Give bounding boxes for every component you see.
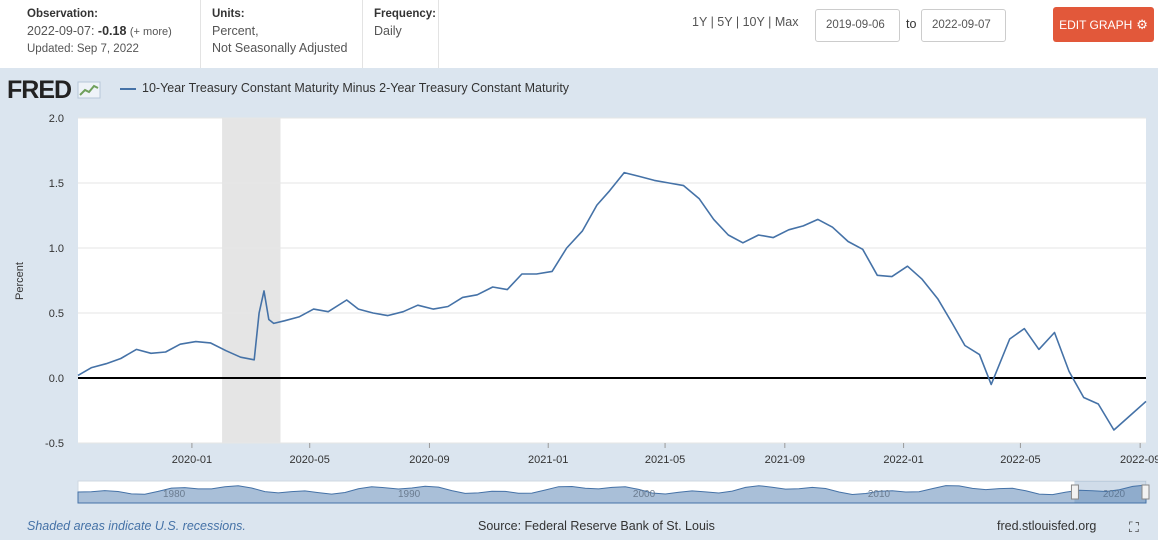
x-tick-label: 2021-01 — [528, 454, 568, 466]
recession-note: Shaded areas indicate U.S. recessions. — [27, 519, 246, 533]
to-label: to — [906, 17, 917, 31]
source-text: Source: Federal Reserve Bank of St. Loui… — [478, 519, 715, 533]
fred-logo-text: FRED — [7, 76, 72, 104]
start-date-input[interactable]: 2019-09-06 — [815, 9, 900, 42]
frequency-label: Frequency: — [374, 8, 436, 20]
edit-graph-label: EDIT GRAPH — [1059, 18, 1133, 32]
x-tick-label: 2020-09 — [409, 454, 449, 466]
divider — [200, 0, 201, 68]
updated-date: Updated: Sep 7, 2022 — [27, 43, 139, 55]
site-url[interactable]: fred.stlouisfed.org — [997, 519, 1097, 533]
navigator-tick-label: 2020 — [1103, 489, 1126, 500]
recession-band — [222, 118, 281, 443]
navigator-tick-label: 2000 — [633, 489, 656, 500]
units-block: Units: Percent, Not Seasonally Adjusted — [212, 6, 348, 57]
fred-logo[interactable]: FRED — [7, 76, 101, 104]
chart-legend: 10-Year Treasury Constant Maturity Minus… — [120, 81, 569, 95]
units-label: Units: — [212, 8, 245, 20]
x-tick-label: 2022-01 — [883, 454, 923, 466]
observation-value: -0.18 — [97, 24, 127, 38]
navigator-series — [77, 484, 1147, 504]
observation-more-link[interactable]: (+ more) — [129, 26, 172, 38]
range-1y-link[interactable]: 1Y — [692, 15, 708, 29]
navigator-tick-label: 1980 — [163, 489, 186, 500]
x-tick-label: 2020-05 — [290, 454, 330, 466]
y-tick-label: 2.0 — [49, 113, 64, 125]
fred-chart-icon — [77, 81, 101, 99]
x-tick-label: 2020-01 — [172, 454, 212, 466]
y-tick-label: 1.0 — [49, 243, 64, 255]
range-sep: | — [710, 15, 714, 29]
series-line — [77, 171, 1147, 431]
units-line2: Not Seasonally Adjusted — [212, 41, 348, 55]
divider — [362, 0, 363, 68]
navigator-tick-label: 2010 — [868, 489, 891, 500]
legend-swatch — [120, 87, 136, 90]
x-tick-label: 2022-05 — [1000, 454, 1040, 466]
navigator-handle[interactable] — [1070, 484, 1079, 500]
y-tick-label: 0.0 — [49, 373, 64, 385]
navigator-handle[interactable] — [1141, 484, 1150, 500]
observation-date: 2022-09-07: — [27, 24, 95, 38]
frequency-value: Daily — [374, 24, 402, 38]
units-line1: Percent, — [212, 24, 259, 38]
y-tick-label: 1.5 — [49, 178, 64, 190]
legend-label: 10-Year Treasury Constant Maturity Minus… — [142, 81, 570, 95]
navigator-selection[interactable] — [1074, 481, 1146, 503]
y-tick-label: 0.5 — [49, 308, 64, 320]
observation-label: Observation: — [27, 8, 98, 20]
y-axis-label: Percent — [14, 262, 26, 300]
range-sep: | — [768, 15, 772, 29]
range-sep: | — [735, 15, 740, 29]
y-tick-label: -0.5 — [45, 438, 64, 450]
top-bar: Observation: 2022-09-07: -0.18 (+ more) … — [0, 0, 1158, 68]
fullscreen-icon[interactable]: ⛶ — [1129, 519, 1139, 535]
range-max-link[interactable]: Max — [774, 15, 799, 29]
x-tick-label: 2021-09 — [765, 454, 805, 466]
divider — [438, 0, 439, 68]
range-5y-link[interactable]: 5Y — [717, 15, 733, 29]
navigator-tick-label: 1990 — [398, 489, 421, 500]
x-tick-label: 2022-09 — [1120, 454, 1158, 466]
edit-graph-button[interactable]: EDIT GRAPH ⚙ — [1053, 7, 1154, 42]
frequency-block: Frequency: Daily — [374, 6, 436, 40]
end-date-input[interactable]: 2022-09-07 — [921, 9, 1006, 42]
range-10y-link[interactable]: 10Y — [742, 15, 765, 29]
gear-icon: ⚙ — [1136, 17, 1148, 32]
observation-block: Observation: 2022-09-07: -0.18 (+ more) … — [27, 6, 172, 58]
range-links: 1Y | 5Y | 10Y | Max — [692, 15, 798, 29]
x-tick-label: 2021-05 — [645, 454, 685, 466]
